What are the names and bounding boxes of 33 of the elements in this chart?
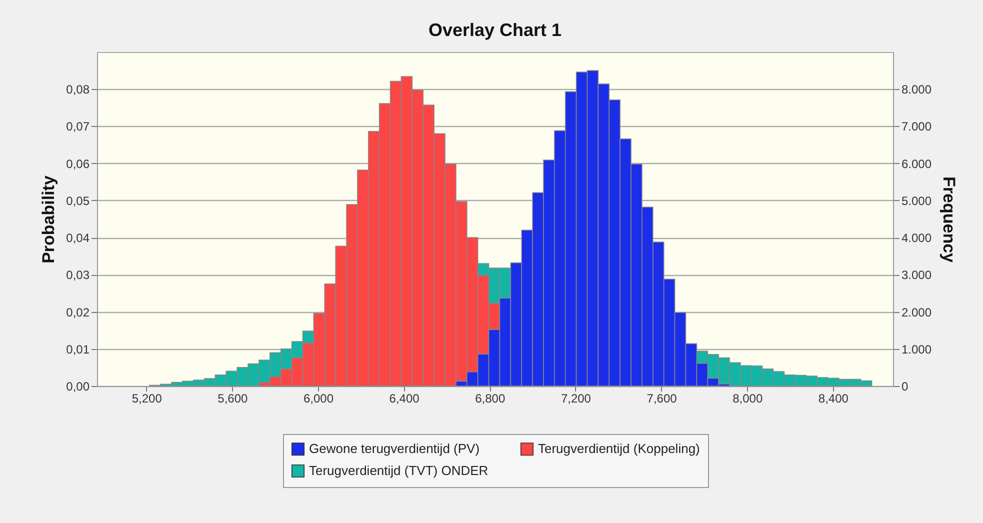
x-tick-label: 6,800 xyxy=(475,392,506,406)
y2-tick-label: 8.000 xyxy=(902,82,932,97)
y2-tick-label: 0 xyxy=(902,380,908,394)
x-tick-label: 5,200 xyxy=(132,392,162,406)
legend-label: Terugverdientijd (TVT) ONDER xyxy=(309,463,488,478)
x-tick-label: 6,400 xyxy=(389,392,420,406)
chart-title: Overlay Chart 1 xyxy=(428,20,562,40)
y-tick-label: 0,08 xyxy=(66,82,90,97)
y2-axis-title: Frequency xyxy=(940,176,959,264)
legend-label: Terugverdientijd (Koppeling) xyxy=(538,441,700,456)
y-tick-label: 0,02 xyxy=(66,305,90,320)
y2-tick-label: 4.000 xyxy=(902,231,932,246)
x-tick-label: 8,000 xyxy=(732,392,763,406)
x-tick-label: 6,000 xyxy=(303,392,334,406)
x-tick-label: 8,400 xyxy=(818,392,849,406)
x-tick-label: 5,600 xyxy=(218,392,248,406)
x-tick-label: 7,600 xyxy=(646,392,678,406)
y-axis-title: Probability xyxy=(39,175,58,264)
y2-tick-label: 3.000 xyxy=(902,268,932,282)
y2-tick-label: 2.000 xyxy=(902,305,932,320)
y2-tick-label: 5.000 xyxy=(902,194,932,208)
y-tick-label: 0,06 xyxy=(66,156,90,171)
y-tick-label: 0,01 xyxy=(66,342,90,356)
y-tick-label: 0,04 xyxy=(66,231,90,246)
legend-label: Gewone terugverdientijd (PV) xyxy=(309,441,480,456)
y-tick-label: 0,07 xyxy=(66,120,90,134)
y2-tick-label: 1.000 xyxy=(902,342,932,356)
y-tick-label: 0,03 xyxy=(66,268,90,282)
x-tick-label: 7,200 xyxy=(560,392,592,406)
y2-tick-label: 7.000 xyxy=(902,120,932,134)
y-tick-label: 0,05 xyxy=(66,194,90,208)
y2-tick-label: 6.000 xyxy=(902,156,932,171)
y-tick-label: 0,00 xyxy=(66,380,90,394)
